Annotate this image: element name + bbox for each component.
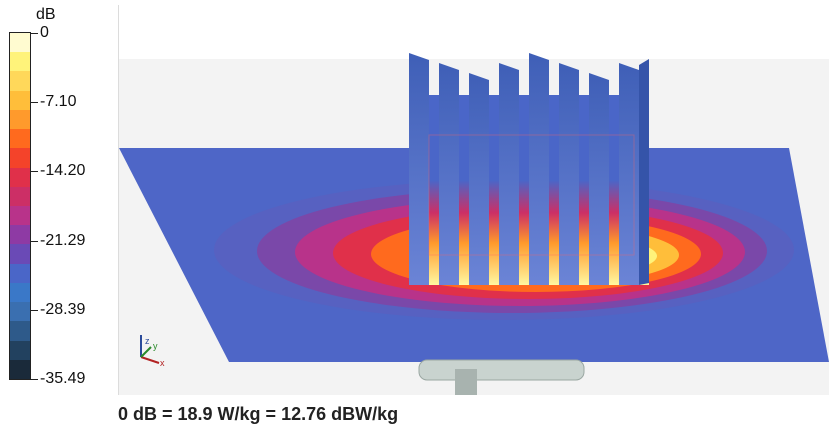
colorbar-segment: [10, 109, 30, 130]
z-axis-label: z: [145, 336, 150, 346]
colorbar-segment: [10, 90, 30, 110]
y-axis-label: y: [153, 341, 158, 351]
sar-visualization[interactable]: z x y: [119, 5, 829, 395]
fin-array: [409, 53, 649, 285]
colorbar-tick-label: -35.49: [40, 370, 86, 387]
colorbar-segment: [10, 148, 30, 168]
colorbar-tick-label: -14.20: [40, 162, 86, 180]
colorbar-gradient: [9, 32, 31, 380]
normalization-text: 0 dB = 18.9 W/kg = 12.76 dBW/kg: [118, 404, 399, 424]
viewport-top-margin: [119, 5, 829, 59]
x-axis-label: x: [160, 358, 165, 368]
colorbar-tick: [31, 309, 38, 311]
colorbar-tick: [31, 33, 38, 34]
colorbar-segment: [10, 186, 30, 206]
colorbar-tick-label: -7.10: [40, 93, 77, 111]
colorbar-segment: [10, 52, 30, 72]
colorbar-unit-label: dB: [36, 6, 56, 23]
colorbar-segment: [10, 129, 30, 149]
colorbar-segment: [10, 282, 30, 303]
3d-viewport[interactable]: z x y: [118, 5, 829, 395]
colorbar-segment: [10, 340, 30, 360]
colorbar-segment: [10, 33, 30, 53]
colorbar-segment: [10, 225, 30, 245]
axis-triad: z x y: [140, 335, 165, 368]
colorbar-tick: [31, 240, 38, 242]
colorbar-segment: [10, 244, 30, 264]
colorbar-tick: [31, 171, 38, 173]
colorbar-segment: [10, 359, 30, 379]
colorbar-tick: [31, 102, 38, 104]
box-outline: [428, 134, 635, 256]
colorbar-segment: [10, 167, 30, 187]
colorbar-segment: [10, 205, 30, 226]
colorbar-tick-label: -28.39: [40, 300, 86, 318]
colorbar-tick-label: -21.29: [40, 231, 86, 249]
colorbar-segment: [10, 263, 30, 283]
colorbar-segment: [10, 302, 30, 322]
colorbar-tick-label: 0: [40, 24, 49, 41]
colorbar-segment: [10, 71, 30, 91]
colorbar: dB 0 -7.10 -14.20 -21.29 -28.39 -35.49: [0, 0, 118, 400]
colorbar-tick: [31, 379, 38, 380]
colorbar-segment: [10, 321, 30, 341]
holder-cylinder: [418, 359, 585, 395]
